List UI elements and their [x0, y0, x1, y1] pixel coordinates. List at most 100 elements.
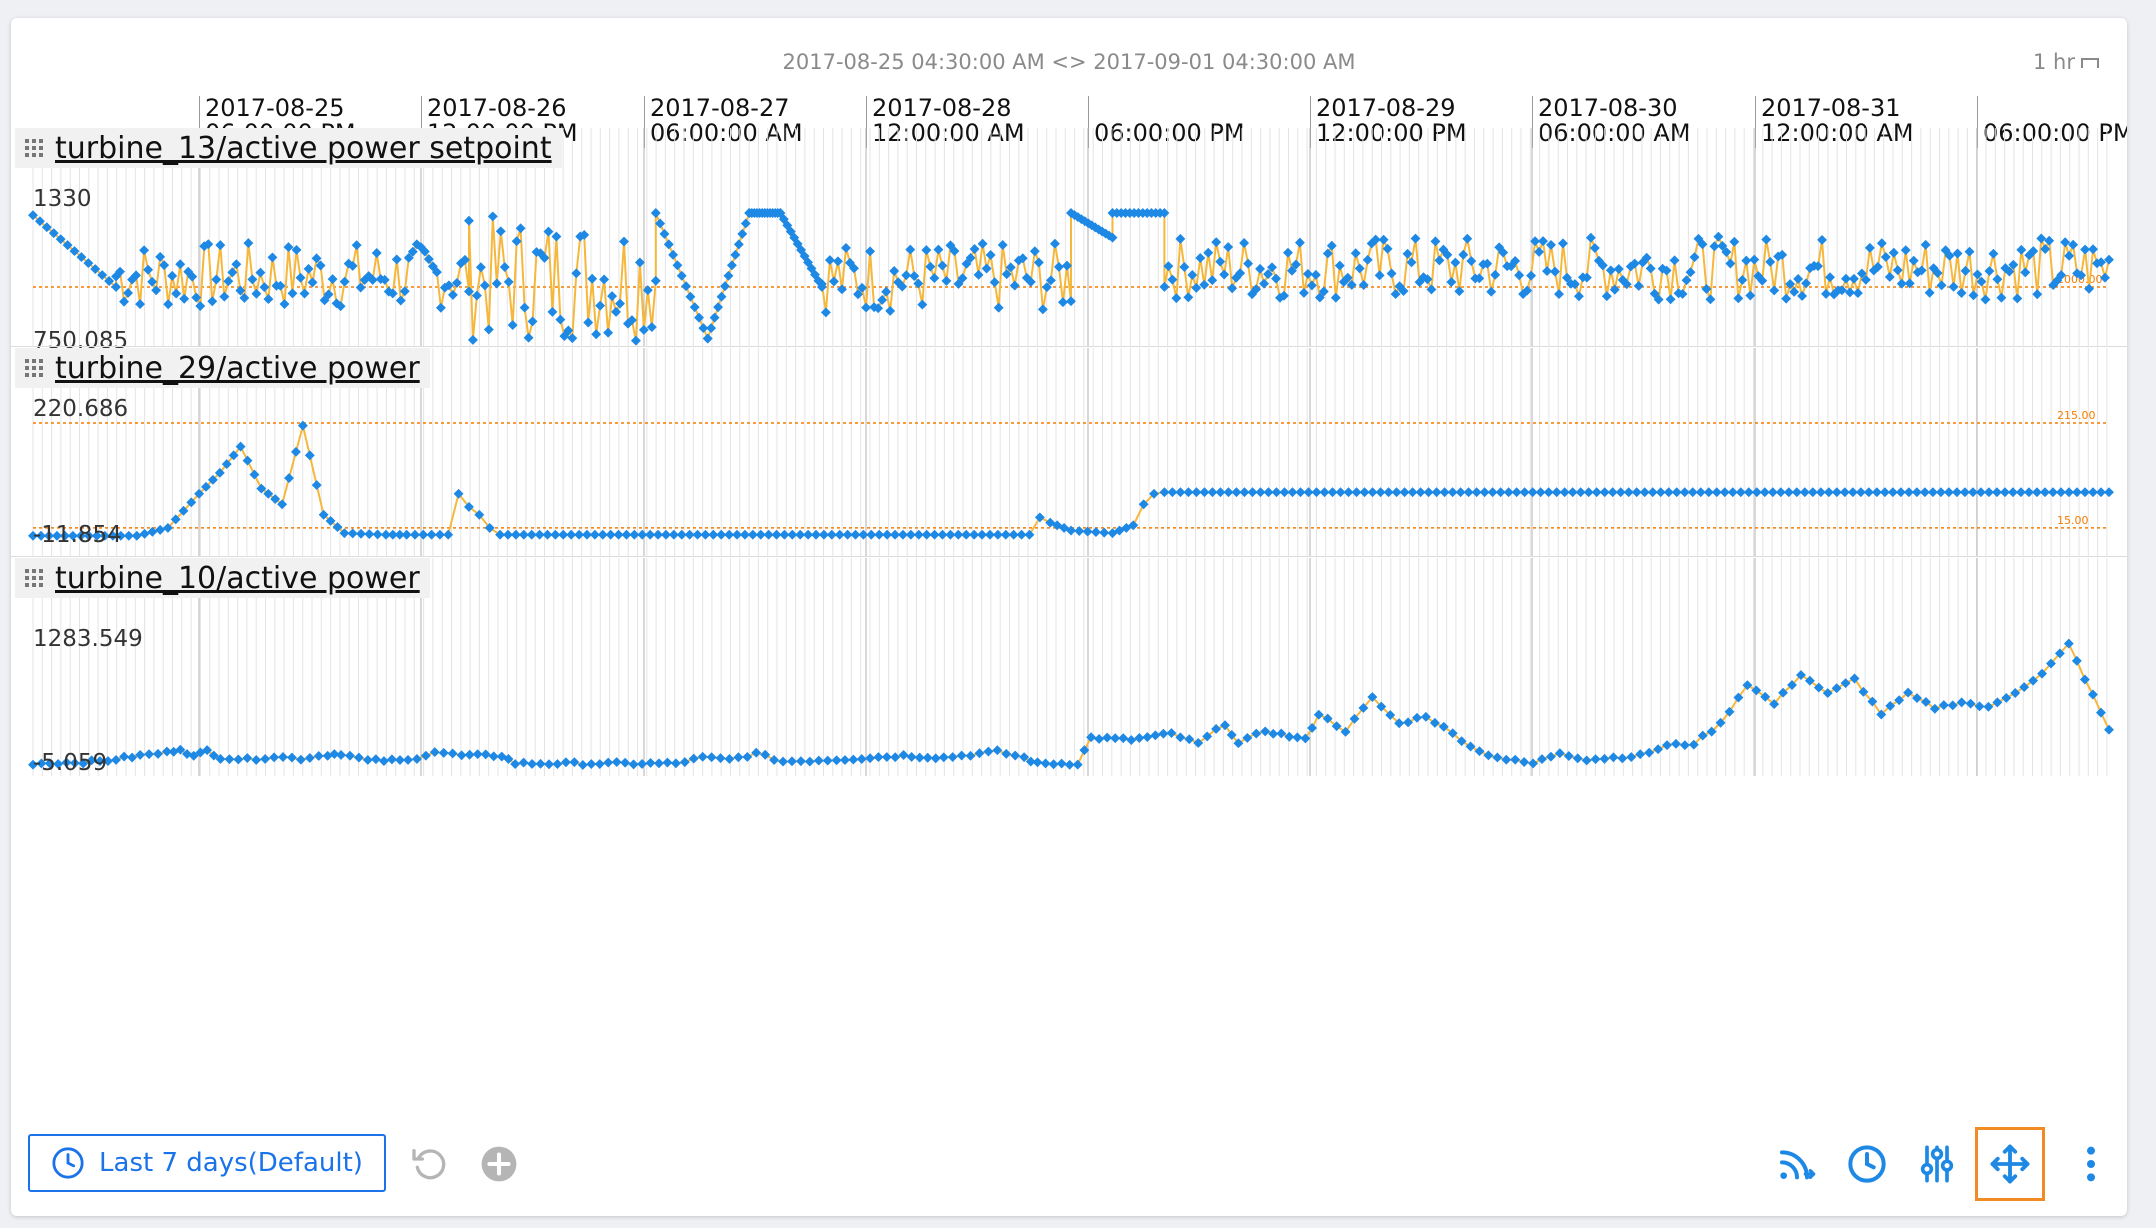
data-point — [1158, 728, 1169, 739]
data-point — [297, 420, 308, 431]
data-point — [1053, 261, 1064, 272]
data-point — [1331, 721, 1342, 732]
data-point — [1033, 257, 1044, 268]
data-point — [195, 301, 206, 311]
interval-selector[interactable]: 1 hr — [2033, 50, 2099, 74]
data-point — [993, 302, 1004, 313]
history-button[interactable] — [1845, 1142, 1889, 1186]
data-point — [1900, 245, 1911, 256]
data-point — [874, 529, 885, 540]
data-point — [175, 259, 186, 270]
pan-button[interactable] — [1988, 1142, 2032, 1186]
data-point — [2080, 244, 2091, 255]
data-point — [881, 286, 892, 297]
data-point — [645, 529, 656, 540]
data-point — [179, 293, 190, 304]
data-point — [1263, 487, 1274, 498]
data-point — [215, 240, 226, 251]
data-point — [1471, 487, 1482, 498]
data-point — [1430, 236, 1441, 247]
data-point — [816, 279, 827, 289]
data-point — [1415, 487, 1426, 498]
data-point — [619, 236, 629, 247]
live-feed-button[interactable] — [1775, 1142, 1819, 1186]
add-button[interactable] — [477, 1142, 521, 1186]
lane-title[interactable]: turbine_13/active power setpoint — [55, 130, 552, 166]
y-max-label: 1283.549 — [33, 626, 143, 652]
data-point — [921, 529, 932, 540]
data-point — [171, 288, 182, 299]
data-point — [1255, 487, 1266, 498]
data-point — [1903, 487, 1914, 498]
data-point — [69, 246, 80, 257]
lane-header[interactable]: turbine_29/active power — [15, 348, 430, 388]
data-point — [401, 529, 412, 540]
data-point — [833, 256, 843, 267]
data-point — [1242, 732, 1253, 743]
lane-header[interactable]: turbine_13/active power setpoint — [15, 128, 562, 168]
data-point — [387, 288, 398, 299]
lane-plot[interactable]: 215.00 15.00 — [11, 348, 2127, 556]
data-point — [1211, 724, 1222, 734]
data-point — [1983, 487, 1994, 498]
data-point — [1908, 255, 1919, 266]
data-point — [291, 244, 302, 255]
data-point — [1711, 487, 1722, 498]
pan-move-icon — [1990, 1144, 2030, 1184]
data-point — [279, 299, 290, 309]
data-point — [1367, 487, 1378, 498]
data-point — [984, 529, 995, 540]
data-point — [1019, 752, 1030, 763]
data-point — [1956, 288, 1967, 298]
data-point — [1713, 231, 1724, 242]
drag-handle-icon[interactable] — [25, 357, 45, 379]
drag-handle-icon[interactable] — [25, 567, 45, 589]
data-point — [1462, 233, 1473, 244]
data-point — [822, 755, 833, 766]
data-point — [153, 748, 163, 759]
lane-plot[interactable]: 1000.00 — [11, 128, 2127, 346]
data-point — [1056, 758, 1067, 769]
refresh-button[interactable] — [407, 1142, 451, 1186]
data-point — [1793, 273, 1804, 284]
data-point — [1984, 266, 1995, 276]
lane-header[interactable]: turbine_10/active power — [15, 558, 430, 598]
lane-title[interactable]: turbine_29/active power — [55, 350, 420, 386]
data-point — [803, 529, 814, 540]
data-point — [587, 273, 598, 284]
lane-title[interactable]: turbine_10/active power — [55, 560, 420, 596]
lane-plot[interactable] — [11, 558, 2127, 776]
more-options-button[interactable] — [2069, 1142, 2113, 1186]
data-point — [1298, 287, 1309, 298]
data-point — [275, 280, 286, 291]
data-point — [278, 752, 288, 762]
data-point — [1514, 270, 1525, 281]
data-point — [1107, 232, 1118, 243]
data-point — [2024, 487, 2034, 498]
data-point — [456, 750, 467, 761]
data-point — [434, 529, 445, 540]
settings-button[interactable] — [1915, 1142, 1959, 1186]
data-point — [1522, 285, 1533, 296]
data-point — [1789, 286, 1800, 297]
data-point — [526, 529, 537, 540]
data-point — [637, 529, 648, 540]
time-tick-label: 2017-08-29 12:00:00 PM — [1310, 96, 1467, 148]
data-point — [1992, 697, 2003, 708]
data-point — [1438, 721, 1449, 732]
data-point — [483, 324, 494, 335]
data-point — [599, 274, 610, 285]
data-point — [443, 529, 454, 540]
data-point — [1184, 734, 1195, 745]
data-point — [692, 529, 703, 540]
drag-handle-icon[interactable] — [25, 137, 45, 159]
data-point — [2056, 487, 2066, 498]
data-point — [726, 260, 737, 271]
data-point — [223, 276, 234, 287]
data-point — [724, 529, 735, 540]
data-point — [1340, 726, 1351, 737]
time-range-button[interactable]: Last 7 days(Default) — [28, 1134, 386, 1192]
data-point — [2008, 259, 2019, 270]
data-point — [267, 252, 278, 263]
data-point — [1599, 753, 1610, 764]
